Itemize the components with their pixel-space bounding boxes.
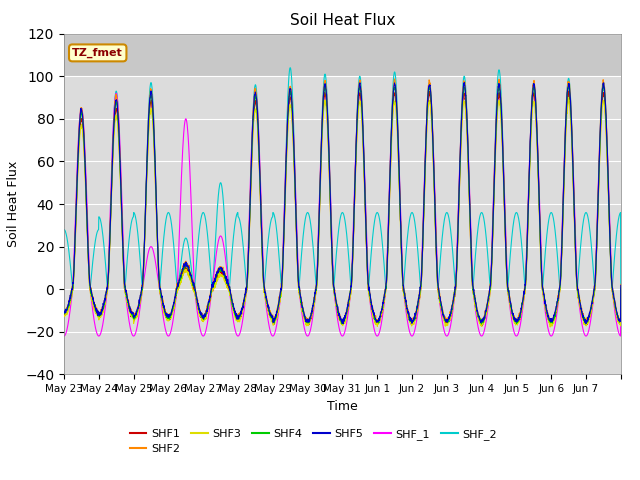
SHF2 xyxy=(390,76,398,82)
SHF3 xyxy=(609,296,617,301)
SHF3 xyxy=(116,158,124,164)
SHF_1 xyxy=(60,333,68,339)
Title: Soil Heat Flux: Soil Heat Flux xyxy=(290,13,395,28)
SHF_2 xyxy=(542,245,550,251)
SHF2 xyxy=(60,310,68,315)
SHF_1 xyxy=(600,90,607,96)
SHF5 xyxy=(236,313,244,319)
SHF1 xyxy=(564,88,572,94)
Line: SHF2: SHF2 xyxy=(64,79,621,322)
SHF5 xyxy=(617,283,625,288)
SHF_1 xyxy=(510,329,518,335)
SHF5 xyxy=(511,315,518,321)
SHF4 xyxy=(510,315,518,321)
SHF_2 xyxy=(236,217,244,223)
SHF3 xyxy=(541,306,549,312)
SHF_2 xyxy=(510,216,518,221)
X-axis label: Time: Time xyxy=(327,400,358,413)
SHF1 xyxy=(236,314,244,320)
SHF1 xyxy=(510,316,518,322)
SHF_1 xyxy=(236,331,244,336)
SHF2 xyxy=(542,301,550,307)
SHF1 xyxy=(116,153,124,158)
SHF5 xyxy=(542,302,550,308)
Line: SHF1: SHF1 xyxy=(64,91,621,326)
Legend: SHF1, SHF2, SHF3, SHF4, SHF5, SHF_1, SHF_2: SHF1, SHF2, SHF3, SHF4, SHF5, SHF_1, SHF… xyxy=(125,424,501,459)
SHF4 xyxy=(376,315,383,321)
SHF3 xyxy=(376,320,383,325)
SHF5 xyxy=(609,292,617,298)
Line: SHF5: SHF5 xyxy=(64,83,621,324)
SHF4 xyxy=(477,321,485,327)
SHF3 xyxy=(510,318,518,324)
SHF_1 xyxy=(609,294,617,300)
SHF4 xyxy=(609,292,617,298)
SHF2 xyxy=(236,313,244,319)
SHF1 xyxy=(478,323,486,329)
SHF_1 xyxy=(617,286,625,292)
SHF4 xyxy=(236,313,244,319)
SHF4 xyxy=(542,302,550,308)
SHF2 xyxy=(609,288,617,294)
SHF3 xyxy=(564,95,572,100)
SHF1 xyxy=(617,287,625,292)
SHF_1 xyxy=(541,310,549,315)
Line: SHF_2: SHF_2 xyxy=(64,68,621,289)
SHF_2 xyxy=(116,140,124,146)
SHF5 xyxy=(60,309,68,315)
SHF2 xyxy=(616,319,624,325)
Bar xyxy=(64,34,621,76)
SHF1 xyxy=(609,295,617,300)
SHF5 xyxy=(116,145,124,151)
SHF_1 xyxy=(116,132,124,138)
SHF_2 xyxy=(609,273,617,279)
SHF4 xyxy=(60,311,68,316)
SHF3 xyxy=(547,324,554,330)
SHF_2 xyxy=(617,286,625,292)
SHF3 xyxy=(236,318,244,324)
Y-axis label: Soil Heat Flux: Soil Heat Flux xyxy=(6,161,20,247)
SHF3 xyxy=(617,289,625,295)
SHF2 xyxy=(116,144,124,149)
SHF5 xyxy=(339,321,347,327)
SHF1 xyxy=(542,304,550,310)
SHF_2 xyxy=(287,65,294,71)
SHF5 xyxy=(461,80,468,85)
Line: SHF_1: SHF_1 xyxy=(64,93,621,336)
Line: SHF3: SHF3 xyxy=(64,97,621,327)
SHF4 xyxy=(599,82,607,88)
SHF3 xyxy=(60,312,68,318)
SHF5 xyxy=(376,314,384,320)
SHF2 xyxy=(617,282,625,288)
Text: TZ_fmet: TZ_fmet xyxy=(72,48,123,58)
SHF4 xyxy=(617,285,625,291)
SHF_1 xyxy=(376,328,383,334)
SHF4 xyxy=(116,146,124,152)
SHF1 xyxy=(60,312,68,318)
SHF_2 xyxy=(60,227,68,232)
SHF1 xyxy=(376,317,383,323)
SHF2 xyxy=(376,314,383,320)
SHF2 xyxy=(510,316,518,322)
Line: SHF4: SHF4 xyxy=(64,85,621,324)
SHF_2 xyxy=(376,219,384,225)
